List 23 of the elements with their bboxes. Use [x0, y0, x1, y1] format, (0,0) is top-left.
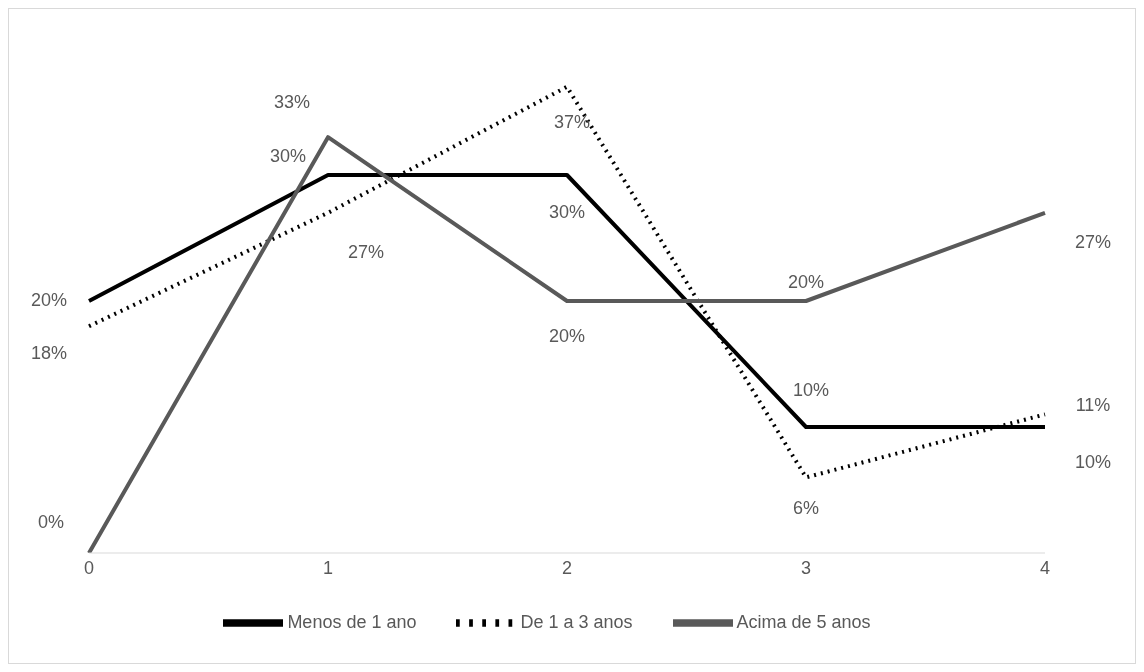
legend-label: Menos de 1 ano [287, 611, 417, 632]
data-label: 27% [347, 241, 385, 262]
data-label: 11% [1075, 395, 1111, 416]
x-tick-label: 2 [561, 557, 573, 578]
data-label: 10% [792, 379, 830, 400]
data-label: 10% [1074, 451, 1112, 472]
x-tick-label: 0 [83, 557, 95, 578]
data-label: 30% [548, 201, 586, 222]
x-tick-label: 3 [800, 557, 812, 578]
data-label: 20% [787, 271, 825, 292]
data-label: 27% [1074, 231, 1112, 252]
legend-label: Acima de 5 anos [736, 611, 871, 632]
data-label: 6% [792, 498, 820, 519]
data-label: 0% [37, 511, 65, 532]
data-label: 30% [269, 145, 307, 166]
data-label: 18% [30, 342, 68, 363]
data-label: 20% [30, 289, 68, 310]
data-label: 20% [548, 325, 586, 346]
legend-label: De 1 a 3 anos [520, 611, 633, 632]
x-tick-label: 1 [322, 557, 334, 578]
data-label: 33% [273, 91, 311, 112]
x-tick-label: 4 [1039, 557, 1051, 578]
data-label: 37% [553, 111, 591, 132]
